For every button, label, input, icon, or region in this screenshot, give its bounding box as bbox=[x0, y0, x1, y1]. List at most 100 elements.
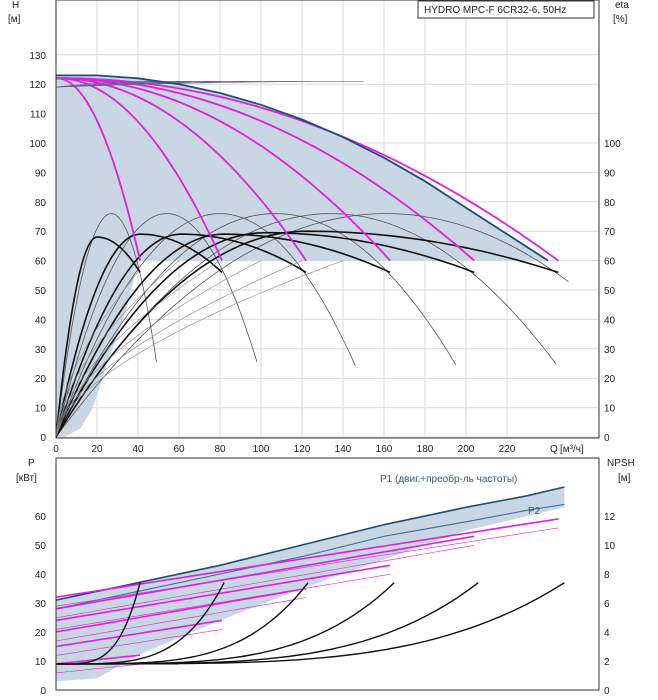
eff-curve-6 bbox=[56, 230, 559, 438]
p-speed-curve-2 bbox=[56, 619, 223, 648]
eff-thin-curve-2 bbox=[56, 213, 258, 438]
q-tick-label: 180 bbox=[417, 444, 434, 455]
q-axis-label: Q bbox=[550, 444, 558, 455]
eff-curve-2 bbox=[56, 233, 223, 438]
h-tick-label: 80 bbox=[35, 198, 47, 209]
eta-tick-label: 100 bbox=[604, 139, 621, 150]
npsh-axis-label: NPSH bbox=[607, 458, 635, 469]
eta-tick-label: 40 bbox=[604, 315, 616, 326]
h-axis-unit: [м] bbox=[8, 14, 21, 25]
bottom-tick-labels: 0 10 20 30 40 50 60 0 2 4 6 8 10 12 bbox=[35, 512, 616, 697]
eff-thin-curve-3 bbox=[56, 213, 356, 438]
qh-speed-curve-1 bbox=[56, 77, 141, 261]
p-axis-label: P bbox=[28, 458, 35, 469]
q-axis-unit: [м³/ч] bbox=[560, 444, 584, 455]
h-axis-label: H bbox=[12, 0, 19, 11]
npsh-tick-label: 6 bbox=[604, 599, 610, 610]
qh-curves bbox=[56, 74, 559, 438]
h-tick-label: 90 bbox=[35, 168, 47, 179]
eta-tick-label: 10 bbox=[604, 404, 616, 415]
h-tick-label: 110 bbox=[30, 110, 46, 121]
p-speed-curve-thin-3 bbox=[56, 597, 307, 642]
npsh-tick-label: 0 bbox=[604, 686, 610, 697]
q-tick-label: 0 bbox=[53, 444, 59, 455]
eff-thin-curve-6 bbox=[56, 213, 569, 438]
p2-curve bbox=[56, 503, 565, 610]
p-tick-label: 30 bbox=[35, 599, 47, 610]
h-tick-label: 60 bbox=[35, 257, 47, 268]
power-operating-area bbox=[56, 487, 565, 682]
q-tick-label: 120 bbox=[294, 444, 311, 455]
model-label-box bbox=[417, 0, 595, 19]
p-speed-curve-3 bbox=[56, 587, 307, 633]
q-tick-label: 60 bbox=[173, 444, 185, 455]
qh-speed-curve-4 bbox=[56, 77, 391, 262]
eff-curve-4 bbox=[56, 233, 391, 438]
qh-reference-curve-1 bbox=[56, 81, 155, 88]
qh-reference-curve-4 bbox=[56, 81, 261, 88]
eta-tick-label: 60 bbox=[604, 257, 616, 268]
h-tick-label: 20 bbox=[35, 374, 47, 385]
top-tick-labels: 0 10 20 30 40 50 60 70 80 90 100 110 120 130 0 10 20 30 40… bbox=[29, 51, 621, 455]
h-tick-label: 130 bbox=[29, 51, 46, 62]
p-speed-curve-4 bbox=[56, 564, 391, 622]
qh-reference-curve-2 bbox=[56, 81, 192, 88]
h-tick-label: 30 bbox=[35, 345, 47, 356]
eff-curve-3 bbox=[56, 233, 307, 438]
p-tick-label: 0 bbox=[40, 686, 46, 697]
eta-axis-unit: [%] bbox=[613, 14, 628, 25]
efficiency-curves bbox=[56, 213, 569, 438]
p-speed-curve-thin-2 bbox=[56, 629, 223, 656]
p-speed-curve-thin-6 bbox=[56, 527, 559, 607]
q-tick-label: 220 bbox=[499, 444, 516, 455]
h-tick-label: 100 bbox=[29, 139, 46, 150]
eta-tick-label: 20 bbox=[604, 374, 616, 385]
qh-max-curve bbox=[56, 74, 549, 262]
p-axis-unit: [кВт] bbox=[16, 473, 37, 484]
q-tick-label: 140 bbox=[335, 444, 352, 455]
model-label: HYDRO MPC-F 6CR32-6, 50Hz bbox=[424, 5, 566, 16]
p-speed-curve-thin-1 bbox=[56, 663, 141, 674]
eta-tick-label: 0 bbox=[604, 433, 610, 444]
eta-tick-label: 70 bbox=[604, 227, 616, 238]
qh-speed-curve-2 bbox=[56, 77, 223, 261]
p-tick-label: 20 bbox=[35, 628, 47, 639]
npsh-tick-label: 2 bbox=[604, 657, 610, 668]
npsh-tick-label: 12 bbox=[604, 512, 616, 523]
p-tick-label: 50 bbox=[35, 541, 47, 552]
eff-curve-5 bbox=[56, 231, 475, 438]
h-tick-label: 50 bbox=[35, 286, 47, 297]
power-curves bbox=[56, 486, 565, 674]
p2-series-label: P2 bbox=[528, 506, 541, 517]
qh-system-curve-6 bbox=[56, 260, 344, 438]
p1-series-label: P1 (двиг.+преобр-ль частоты) bbox=[380, 473, 517, 485]
p1-curve bbox=[56, 486, 565, 601]
eff-curve-1 bbox=[56, 236, 141, 438]
eta-tick-label: 50 bbox=[604, 286, 616, 297]
h-tick-label: 70 bbox=[35, 227, 47, 238]
p-tick-label: 60 bbox=[35, 512, 47, 523]
eff-thin-curve-4 bbox=[56, 213, 457, 438]
q-tick-label: 80 bbox=[214, 444, 226, 455]
q-tick-label: 200 bbox=[458, 444, 475, 455]
eta-tick-label: 90 bbox=[604, 168, 616, 179]
top-plot-frame bbox=[55, 0, 600, 439]
h-tick-label: 40 bbox=[35, 315, 47, 326]
qh-speed-curve-3 bbox=[56, 77, 307, 262]
qh-system-curve-5 bbox=[56, 260, 303, 438]
qh-system-curve-4 bbox=[56, 260, 262, 438]
qh-system-curve-2 bbox=[56, 260, 180, 438]
p-tick-label: 40 bbox=[35, 570, 47, 581]
qh-system-curve-1 bbox=[56, 272, 139, 438]
bottom-plot-frame bbox=[55, 457, 600, 691]
p-speed-curve-thin-5 bbox=[56, 545, 475, 619]
npsh-curves bbox=[56, 582, 565, 665]
p-tick-label: 10 bbox=[35, 657, 47, 668]
npsh-tick-label: 10 bbox=[604, 541, 616, 552]
p-speed-curve-5 bbox=[56, 535, 475, 610]
q-tick-label: 20 bbox=[91, 444, 103, 455]
eta-axis-label: eta bbox=[615, 0, 629, 11]
q-tick-label: 100 bbox=[253, 444, 270, 455]
eta-tick-label: 30 bbox=[604, 345, 616, 356]
